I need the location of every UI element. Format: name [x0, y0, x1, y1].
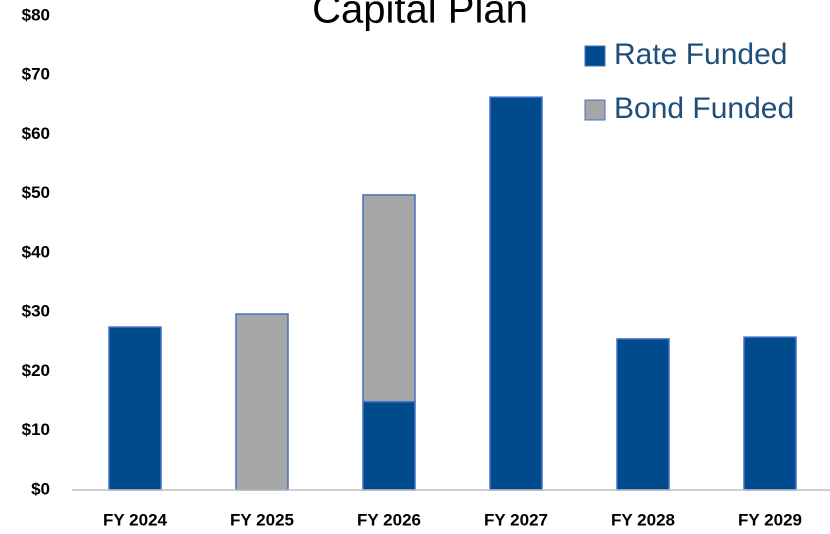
x-tick-label: FY 2028: [611, 510, 675, 529]
x-tick-label: FY 2027: [484, 510, 548, 529]
y-tick-label: $70: [22, 65, 50, 84]
chart-title: Capital Plan: [312, 0, 528, 32]
y-tick-label: $80: [22, 5, 50, 24]
bar-segment: [235, 313, 289, 491]
legend-swatch: [584, 99, 606, 121]
x-tick-label: FY 2026: [357, 510, 421, 529]
y-tick-label: $40: [22, 242, 50, 261]
bar-segment: [616, 338, 670, 491]
bar-segment: [362, 400, 416, 491]
bar-segment: [362, 194, 416, 403]
y-tick-label: $20: [22, 361, 50, 380]
bar-segment: [743, 336, 797, 491]
bar-segment: [489, 96, 543, 491]
legend-swatch: [584, 45, 606, 67]
x-tick-label: FY 2029: [738, 510, 802, 529]
legend-label: Rate Funded: [614, 38, 787, 71]
legend-label: Bond Funded: [614, 92, 794, 125]
x-tick-label: FY 2024: [103, 510, 168, 529]
y-tick-label: $0: [31, 479, 50, 498]
y-tick-label: $60: [22, 124, 50, 143]
y-tick-label: $50: [22, 183, 50, 202]
x-tick-label: FY 2025: [230, 510, 294, 529]
bar-segment: [108, 326, 162, 491]
y-tick-label: $10: [22, 420, 50, 439]
y-tick-label: $30: [22, 302, 50, 321]
